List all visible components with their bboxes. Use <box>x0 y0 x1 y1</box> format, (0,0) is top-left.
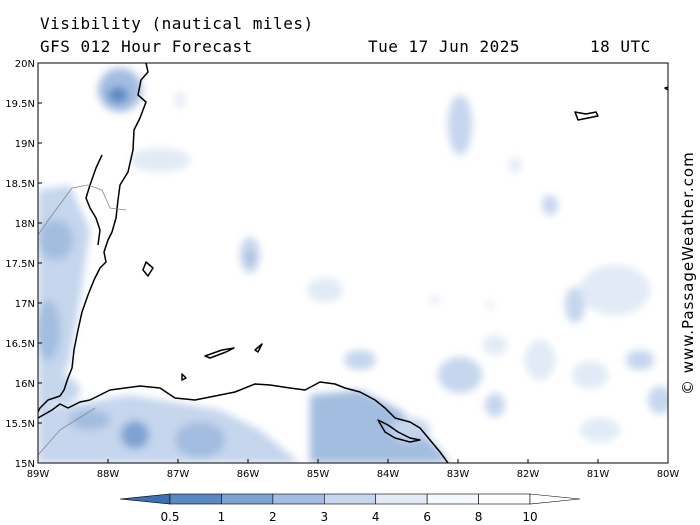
colorbar-low-arrow <box>119 493 171 505</box>
forecast-time: 18 UTC <box>590 37 651 56</box>
lat-label: 19.5N <box>5 99 35 110</box>
colorbar-label: 4 <box>372 510 380 524</box>
colorbar-segment <box>375 493 428 505</box>
lon-label: 85W <box>307 469 330 480</box>
colorbar-segment <box>426 493 479 505</box>
lat-label: 17.5N <box>5 259 35 270</box>
colorbar-label: 6 <box>423 510 431 524</box>
axis-ticks <box>37 62 669 464</box>
colorbar-segment <box>272 493 325 505</box>
country-borders <box>38 184 127 456</box>
lon-label: 89W <box>27 469 50 480</box>
colorbar-segment <box>323 493 377 505</box>
forecast-subtitle: GFS 012 Hour Forecast <box>40 37 253 56</box>
colorbar-label: 0.5 <box>160 510 179 524</box>
map-title: Visibility (nautical miles) <box>40 14 314 33</box>
colorbar-label: 10 <box>522 510 537 524</box>
coastline <box>38 63 668 463</box>
lon-label: 82W <box>517 469 540 480</box>
lat-label: 15N <box>15 459 35 470</box>
forecast-date: Tue 17 Jun 2025 <box>368 37 520 56</box>
lon-label: 80W <box>657 469 680 480</box>
lon-label: 87W <box>167 469 190 480</box>
colorbar-segment <box>478 493 531 505</box>
lon-label: 88W <box>97 469 120 480</box>
longitude-labels: 89W 88W 87W 86W 85W 84W 83W 82W 81W 80W <box>27 469 680 480</box>
lat-label: 18.5N <box>5 179 35 190</box>
colorbar-segment <box>169 493 222 505</box>
lon-label: 86W <box>237 469 260 480</box>
colorbar-label: 2 <box>269 510 277 524</box>
visibility-field <box>38 63 668 463</box>
lat-label: 17N <box>15 299 35 310</box>
lon-label: 81W <box>587 469 610 480</box>
copyright-credit: © www.PassageWeather.com <box>679 151 697 395</box>
colorbar-label: 3 <box>320 510 328 524</box>
latitude-labels: 20N 19.5N 19N 18.5N 18N 17.5N 17N 16.5N 16N 15.5N… <box>5 59 35 470</box>
colorbar-high-arrow <box>529 493 581 505</box>
lat-label: 16.5N <box>5 339 35 350</box>
visibility-colorbar: 0.5 1 2 3 4 6 8 10 <box>119 493 581 524</box>
lat-label: 15.5N <box>5 419 35 430</box>
colorbar-label: 1 <box>218 510 226 524</box>
lat-label: 20N <box>15 59 35 70</box>
lat-label: 16N <box>15 379 35 390</box>
lat-label: 18N <box>15 219 35 230</box>
colorbar-segment <box>221 493 274 505</box>
colorbar-label: 8 <box>475 510 483 524</box>
lon-label: 84W <box>377 469 400 480</box>
lon-label: 83W <box>447 469 470 480</box>
lat-label: 19N <box>15 139 35 150</box>
